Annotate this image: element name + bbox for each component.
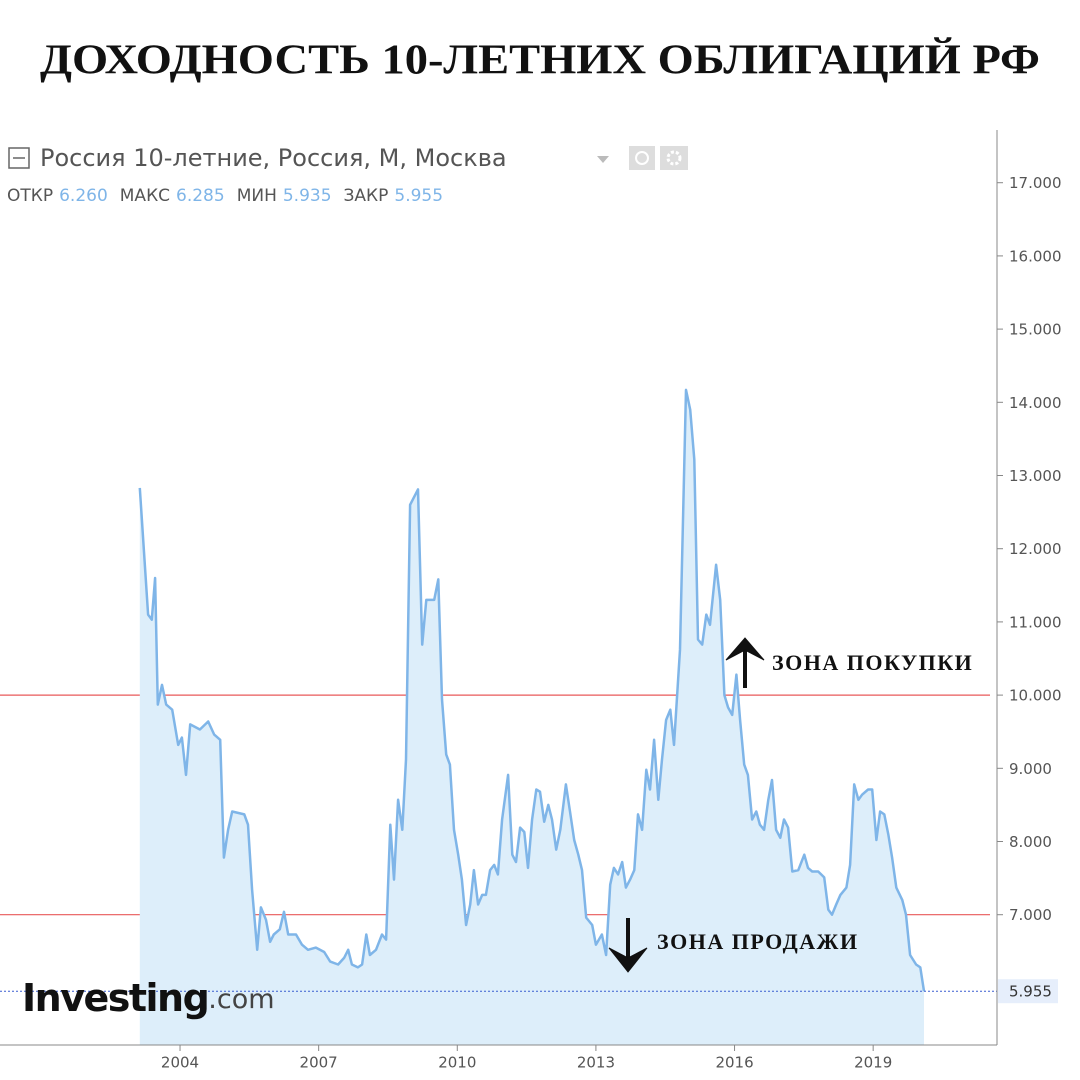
area-fill [139, 389, 925, 1045]
ohlc-label: МИН [237, 186, 277, 206]
watermark-suffix: .com [208, 984, 274, 1015]
last-value-box [998, 979, 1058, 1004]
x-tick-label: 2013 [577, 1054, 615, 1072]
y-tick-label: 8.000 [1009, 833, 1052, 851]
watermark: Investing.com [22, 976, 275, 1020]
sell-zone-label: ЗОНА ПРОДАЖИ [657, 929, 859, 954]
x-tick-label: 2019 [854, 1054, 892, 1072]
collapse-icon[interactable] [8, 147, 30, 169]
sell-arrow [608, 918, 648, 973]
ohlc-line: ОТКР 6.260 МАКС 6.285 МИН 5.935 ЗАКР 5.955 [7, 186, 443, 206]
ohlc-value: 6.285 [176, 186, 225, 206]
gear-button[interactable] [660, 146, 688, 170]
series-name: Россия 10-летние, Россия, М, Москва [40, 144, 507, 172]
buy-zone-label: ЗОНА ПОКУПКИ [772, 650, 973, 675]
page-title: ДОХОДНОСТЬ 10-ЛЕТНИХ ОБЛИГАЦИЙ РФ [40, 38, 1040, 84]
y-tick-label: 13.000 [1009, 467, 1062, 485]
ohlc-label: МАКС [120, 186, 170, 206]
x-tick-label: 2007 [300, 1054, 338, 1072]
dropdown-arrow[interactable] [597, 156, 609, 163]
ohlc-value: 6.260 [59, 186, 108, 206]
x-tick-label: 2010 [438, 1054, 476, 1072]
y-tick-label: 9.000 [1009, 760, 1052, 778]
y-tick-label: 14.000 [1009, 394, 1062, 412]
buy-arrow [725, 637, 765, 688]
watermark-brand: Investing [22, 976, 208, 1020]
line [138, 388, 926, 992]
y-tick-label: 16.000 [1009, 247, 1062, 265]
ohlc-label: ОТКР [7, 186, 53, 206]
x-tick-label: 2016 [715, 1054, 753, 1072]
ohlc-value: 5.955 [394, 186, 443, 206]
ohlc-label: ЗАКР [344, 186, 389, 206]
y-tick-label: 17.000 [1009, 174, 1062, 192]
y-tick-label: 12.000 [1009, 540, 1062, 558]
y-tick-label: 10.000 [1009, 687, 1062, 705]
y-tick-label: 7.000 [1009, 906, 1052, 924]
gear-icon [666, 150, 682, 166]
y-tick-label: 11.000 [1009, 613, 1062, 631]
y-tick-label: 15.000 [1009, 321, 1062, 339]
last-value-label: 5.955 [1009, 983, 1052, 1001]
settings-icon [635, 151, 649, 165]
settings-button[interactable] [629, 146, 655, 170]
ohlc-value: 5.935 [283, 186, 332, 206]
x-tick-label: 2004 [161, 1054, 199, 1072]
plot: 5.955 7.000 8.000 9.000 10.000 11.000 12.000 13… [0, 130, 1062, 1072]
